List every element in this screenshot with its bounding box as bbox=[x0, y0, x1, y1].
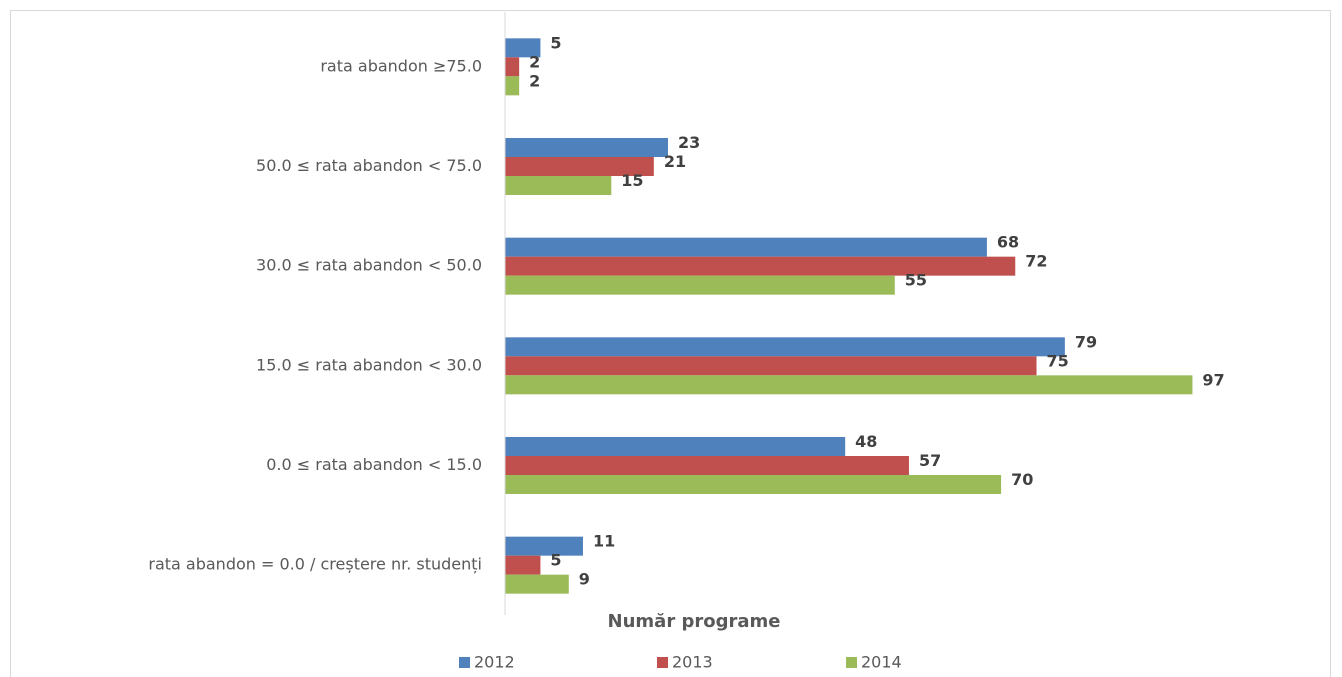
data-label: 55 bbox=[905, 271, 927, 290]
chart-frame bbox=[10, 10, 1331, 677]
data-label: 5 bbox=[550, 551, 561, 570]
bar bbox=[505, 38, 541, 58]
data-label: 23 bbox=[678, 133, 700, 152]
bar bbox=[505, 337, 1065, 357]
data-label: 15 bbox=[621, 171, 643, 190]
data-label: 97 bbox=[1202, 370, 1224, 389]
bar bbox=[505, 375, 1193, 395]
category-label: rata abandon = 0.0 / creștere nr. studen… bbox=[148, 555, 482, 574]
bar bbox=[505, 456, 909, 475]
data-label: 57 bbox=[919, 451, 941, 470]
category-label: 50.0 ≤ rata abandon < 75.0 bbox=[256, 156, 482, 175]
bar bbox=[505, 57, 520, 77]
data-label: 5 bbox=[550, 33, 561, 52]
legend-swatch bbox=[846, 657, 857, 668]
data-label: 2 bbox=[529, 52, 540, 71]
legend-label: 2012 bbox=[474, 653, 515, 672]
data-label: 2 bbox=[529, 71, 540, 90]
bar bbox=[505, 176, 612, 195]
bar bbox=[505, 475, 1002, 494]
bar bbox=[505, 275, 895, 295]
data-label: 79 bbox=[1075, 332, 1097, 351]
bar bbox=[505, 555, 541, 575]
data-label: 11 bbox=[593, 532, 615, 551]
x-axis-title: Număr programe bbox=[608, 611, 781, 632]
category-label: 0.0 ≤ rata abandon < 15.0 bbox=[266, 455, 482, 474]
data-label: 48 bbox=[855, 432, 877, 451]
data-label: 21 bbox=[664, 152, 686, 171]
bar bbox=[505, 157, 654, 176]
legend-label: 2014 bbox=[861, 653, 902, 672]
legend-swatch bbox=[657, 657, 668, 668]
legend-label: 2013 bbox=[672, 653, 713, 672]
data-label: 70 bbox=[1011, 470, 1033, 489]
bar bbox=[505, 437, 846, 456]
bar bbox=[505, 138, 668, 157]
legend-swatch bbox=[459, 657, 470, 668]
category-label: rata abandon ≥75.0 bbox=[320, 56, 482, 75]
data-label: 75 bbox=[1047, 351, 1069, 370]
data-label: 9 bbox=[579, 570, 590, 589]
category-label: 15.0 ≤ rata abandon < 30.0 bbox=[256, 355, 482, 374]
data-label: 68 bbox=[997, 233, 1019, 252]
category-label: 30.0 ≤ rata abandon < 50.0 bbox=[256, 256, 482, 275]
bar bbox=[505, 574, 569, 594]
bar bbox=[505, 237, 987, 257]
data-label: 72 bbox=[1025, 252, 1047, 271]
bar bbox=[505, 76, 520, 96]
bar bbox=[505, 536, 583, 556]
bar bbox=[505, 356, 1037, 376]
bar bbox=[505, 256, 1016, 276]
